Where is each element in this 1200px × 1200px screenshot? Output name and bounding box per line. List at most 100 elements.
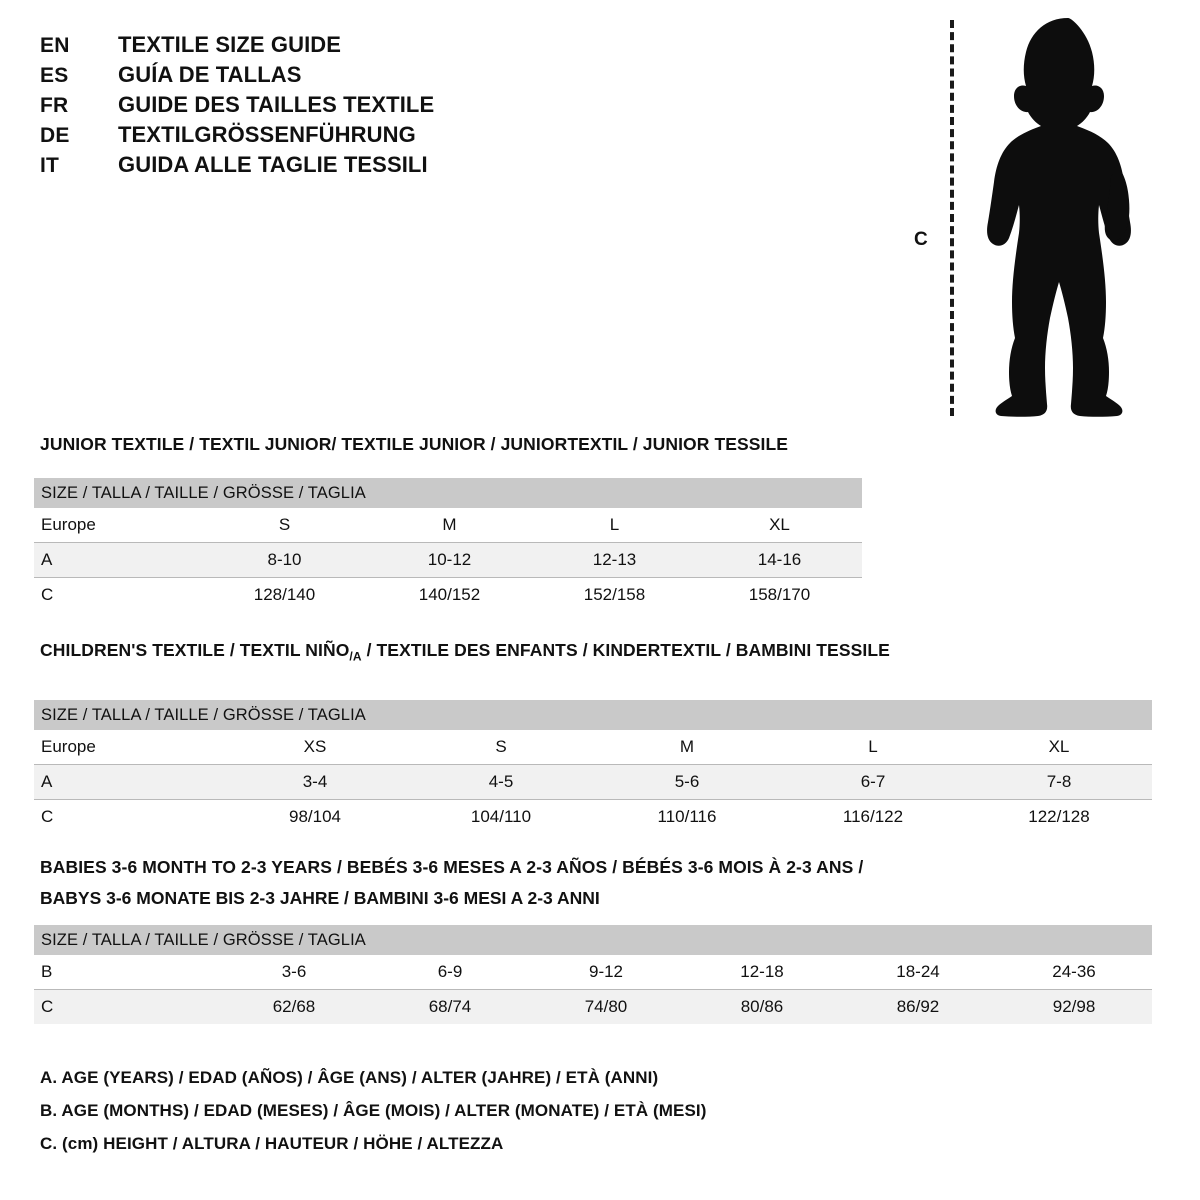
babies-row-separator [34, 989, 1153, 990]
language-code: FR [40, 94, 69, 117]
children-size-s: S [408, 730, 594, 764]
babies-height-5: 86/92 [840, 990, 996, 1024]
children-heading-subscript: /A [349, 649, 362, 664]
children-heading-part1: CHILDREN'S TEXTILE / TEXTIL NIÑO [40, 640, 350, 660]
junior-row-key-c: C [34, 578, 202, 612]
junior-height-m: 140/152 [367, 578, 532, 612]
children-height-l: 116/122 [780, 800, 966, 834]
junior-size-l: L [532, 508, 697, 542]
junior-age-xl: 14-16 [697, 543, 862, 577]
babies-height-4: 80/86 [684, 990, 840, 1024]
junior-row-key-a: A [34, 543, 202, 577]
junior-height-row: C 128/140 140/152 152/158 158/170 [34, 578, 862, 612]
children-age-xs: 3-4 [222, 765, 408, 799]
language-title: TEXTILGRÖSSENFÜHRUNG [118, 122, 416, 147]
babies-months-6: 24-36 [996, 955, 1153, 989]
children-age-xl: 7-8 [966, 765, 1152, 799]
language-row-de: DE TEXTILGRÖSSENFÜHRUNG [40, 122, 600, 152]
babies-months-row: B 3-6 6-9 9-12 12-18 18-24 24-36 [34, 955, 1153, 989]
children-row-key-a: A [34, 765, 222, 799]
junior-age-row: A 8-10 10-12 12-13 14-16 [34, 543, 862, 577]
children-age-l: 6-7 [780, 765, 966, 799]
junior-height-l: 152/158 [532, 578, 697, 612]
language-code: DE [40, 124, 70, 147]
babies-months-2: 6-9 [372, 955, 528, 989]
language-title: GUIDA ALLE TAGLIE TESSILI [118, 152, 428, 177]
height-marker-label: C [914, 229, 928, 250]
language-title: TEXTILE SIZE GUIDE [118, 32, 342, 57]
children-row-key-c: C [34, 800, 222, 834]
legend-line-c: C. (cm) HEIGHT / ALTURA / HAUTEUR / HÖHE… [40, 1134, 504, 1153]
language-row-fr: FR GUIDE DES TAILLES TEXTILE [40, 92, 600, 122]
language-title: GUÍA DE TALLAS [118, 62, 302, 87]
language-code: ES [40, 64, 69, 87]
children-size-l: L [780, 730, 966, 764]
height-figure-area: C [900, 14, 1180, 419]
babies-months-3: 9-12 [528, 955, 684, 989]
height-measure-dashed-line [950, 20, 954, 416]
language-row-it: IT GUIDA ALLE TAGLIE TESSILI [40, 152, 600, 182]
junior-size-bar-label: SIZE / TALLA / TAILLE / GRÖSSE / TAGLIA [34, 478, 862, 508]
children-age-s: 4-5 [408, 765, 594, 799]
junior-row-separator [34, 577, 862, 578]
babies-size-bar-row: SIZE / TALLA / TAILLE / GRÖSSE / TAGLIA [34, 925, 1153, 955]
babies-months-1: 3-6 [216, 955, 372, 989]
junior-height-xl: 158/170 [697, 578, 862, 612]
junior-size-bar-row: SIZE / TALLA / TAILLE / GRÖSSE / TAGLIA [34, 478, 862, 508]
children-size-xs: XS [222, 730, 408, 764]
junior-size-s: S [202, 508, 367, 542]
junior-size-table: SIZE / TALLA / TAILLE / GRÖSSE / TAGLIA … [34, 478, 862, 612]
children-row-separator [34, 764, 1152, 765]
children-region-label: Europe [34, 730, 222, 764]
language-code: EN [40, 34, 70, 57]
babies-height-2: 68/74 [372, 990, 528, 1024]
babies-row-key-c: C [34, 990, 216, 1024]
children-size-bar-label: SIZE / TALLA / TAILLE / GRÖSSE / TAGLIA [34, 700, 1152, 730]
babies-height-3: 74/80 [528, 990, 684, 1024]
children-age-m: 5-6 [594, 765, 780, 799]
junior-size-xl: XL [697, 508, 862, 542]
junior-height-s: 128/140 [202, 578, 367, 612]
legend-line-a: A. AGE (YEARS) / EDAD (AÑOS) / ÂGE (ANS)… [40, 1068, 659, 1087]
legend-line-b: B. AGE (MONTHS) / EDAD (MESES) / ÂGE (MO… [40, 1101, 707, 1120]
language-title: GUIDE DES TAILLES TEXTILE [118, 92, 435, 117]
junior-sizes-row: Europe S M L XL [34, 508, 862, 542]
junior-row-separator [34, 542, 862, 543]
junior-section-heading: JUNIOR TEXTILE / TEXTIL JUNIOR/ TEXTILE … [40, 434, 789, 454]
babies-height-6: 92/98 [996, 990, 1153, 1024]
children-size-bar-row: SIZE / TALLA / TAILLE / GRÖSSE / TAGLIA [34, 700, 1152, 730]
children-size-m: M [594, 730, 780, 764]
language-row-es: ES GUÍA DE TALLAS [40, 62, 600, 92]
children-age-row: A 3-4 4-5 5-6 6-7 7-8 [34, 765, 1152, 799]
junior-size-m: M [367, 508, 532, 542]
babies-height-1: 62/68 [216, 990, 372, 1024]
babies-row-key-b: B [34, 955, 216, 989]
child-silhouette-icon [987, 18, 1131, 417]
children-size-table: SIZE / TALLA / TAILLE / GRÖSSE / TAGLIA … [34, 700, 1152, 834]
language-row-en: EN TEXTILE SIZE GUIDE [40, 32, 600, 62]
junior-age-m: 10-12 [367, 543, 532, 577]
children-section-heading: CHILDREN'S TEXTILE / TEXTIL NIÑO/A / TEX… [40, 640, 890, 664]
children-height-row: C 98/104 104/110 110/116 116/122 122/128 [34, 800, 1152, 834]
junior-age-l: 12-13 [532, 543, 697, 577]
babies-size-bar-label: SIZE / TALLA / TAILLE / GRÖSSE / TAGLIA [34, 925, 1153, 955]
babies-section-heading-line2: BABYS 3-6 MONATE BIS 2-3 JAHRE / BAMBINI… [40, 888, 600, 908]
babies-size-table: SIZE / TALLA / TAILLE / GRÖSSE / TAGLIA … [34, 925, 1153, 1024]
babies-height-row: C 62/68 68/74 74/80 80/86 86/92 92/98 [34, 990, 1153, 1024]
babies-months-4: 12-18 [684, 955, 840, 989]
children-sizes-row: Europe XS S M L XL [34, 730, 1152, 764]
language-code: IT [40, 154, 60, 177]
children-height-m: 110/116 [594, 800, 780, 834]
children-row-separator [34, 799, 1152, 800]
children-heading-part2: / TEXTILE DES ENFANTS / KINDERTEXTIL / B… [361, 640, 890, 660]
babies-section-heading-line1: BABIES 3-6 MONTH TO 2-3 YEARS / BEBÉS 3-… [40, 857, 864, 877]
babies-months-5: 18-24 [840, 955, 996, 989]
children-height-s: 104/110 [408, 800, 594, 834]
legend-block: A. AGE (YEARS) / EDAD (AÑOS) / ÂGE (ANS)… [40, 1068, 940, 1167]
children-height-xs: 98/104 [222, 800, 408, 834]
children-size-xl: XL [966, 730, 1152, 764]
children-height-xl: 122/128 [966, 800, 1152, 834]
language-header-block: EN TEXTILE SIZE GUIDE ES GUÍA DE TALLAS … [40, 32, 600, 182]
junior-age-s: 8-10 [202, 543, 367, 577]
junior-region-label: Europe [34, 508, 202, 542]
